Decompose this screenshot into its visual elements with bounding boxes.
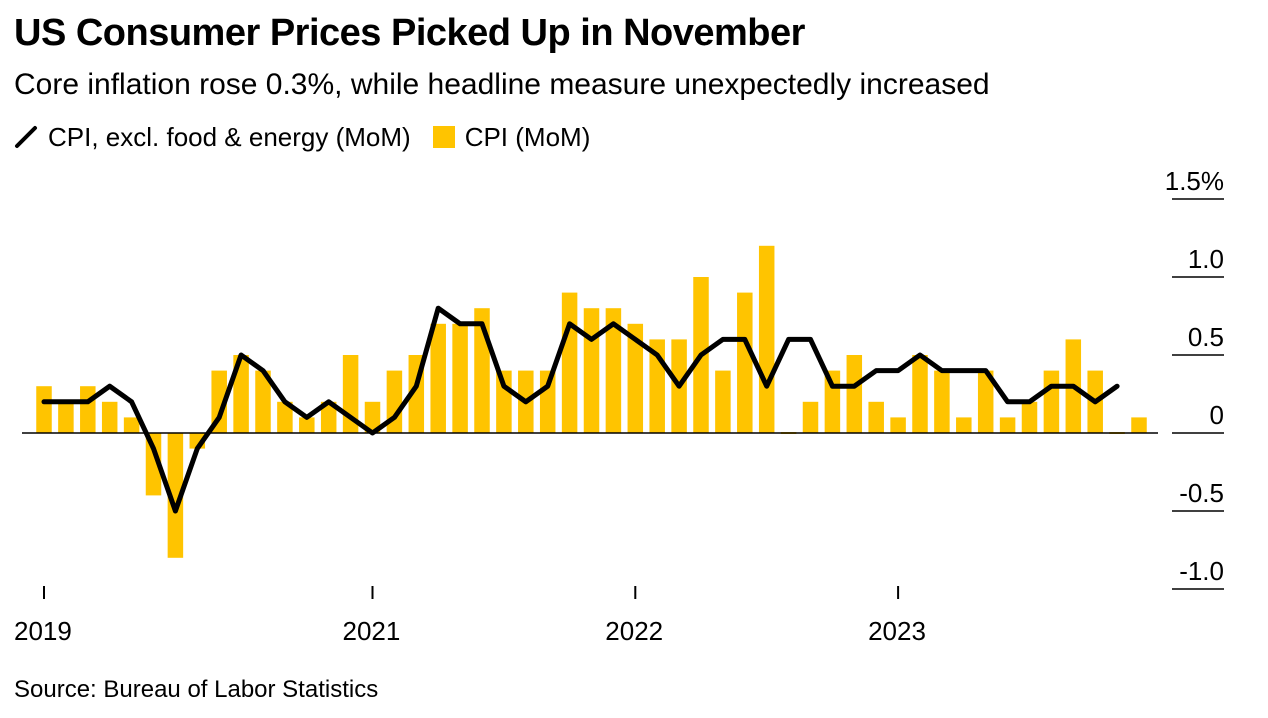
legend-item-core-cpi: CPI, excl. food & energy (MoM): [14, 122, 411, 153]
cpi-bar: [802, 401, 819, 433]
cpi-bar: [912, 355, 928, 433]
cpi-bar: [320, 401, 337, 433]
x-tick-label: 2019: [14, 616, 72, 646]
cpi-bar: [890, 417, 906, 433]
cpi-bar: [452, 323, 468, 433]
cpi-bar: [36, 386, 52, 433]
legend: CPI, excl. food & energy (MoM) CPI (MoM): [14, 120, 612, 154]
legend-line-swatch: [15, 126, 37, 148]
y-tick-label: -0.5: [1179, 478, 1224, 508]
cpi-bar: [101, 401, 118, 433]
cpi-bar: [1043, 370, 1060, 433]
cpi-bar: [977, 370, 994, 433]
cpi-bar: [277, 401, 293, 433]
cpi-bar: [627, 323, 644, 433]
y-tick-label: 0: [1210, 400, 1224, 430]
cpi-bar: [233, 355, 249, 433]
cpi-bar: [583, 308, 600, 433]
cpi-bar: [605, 308, 622, 433]
cpi-bar: [934, 370, 950, 433]
cpi-bar: [561, 292, 578, 433]
legend-label-core-cpi: CPI, excl. food & energy (MoM): [48, 121, 411, 152]
x-tick-label: 2022: [605, 616, 663, 646]
cpi-bar: [999, 417, 1016, 433]
cpi-bar: [846, 355, 863, 433]
cpi-bars: [36, 245, 1147, 558]
legend-label-cpi: CPI (MoM): [464, 121, 591, 152]
chart-subtitle: Core inflation rose 0.3%, while headline…: [14, 68, 990, 101]
y-tick-label: -1.0: [1179, 556, 1224, 586]
chart-title: US Consumer Prices Picked Up in November: [14, 12, 805, 54]
cpi-bar: [868, 401, 884, 433]
legend-bar-swatch: [432, 126, 455, 148]
cpi-bar: [430, 323, 446, 433]
cpi-bar: [1131, 417, 1147, 433]
y-tick-label: 1.5%: [1165, 166, 1224, 196]
core-cpi-line: [41, 305, 1120, 514]
cpi-bar: [80, 386, 96, 433]
cpi-bar: [123, 417, 140, 433]
x-tick-label: 2023: [868, 616, 926, 646]
y-tick-label: 1.0: [1188, 244, 1224, 274]
x-axis: 2019 2021 2022 2023: [14, 586, 926, 646]
cpi-bar: [758, 245, 775, 433]
cpi-bar: [364, 401, 381, 433]
cpi-bar: [145, 433, 162, 496]
x-tick-label: 2021: [343, 616, 401, 646]
cpi-bar: [715, 370, 731, 433]
source-note: Source: Bureau of Labor Statistics: [14, 676, 379, 703]
cpi-bar: [1021, 401, 1038, 433]
cpi-bar: [737, 292, 753, 433]
y-axis: 1.5% 1.0 0.5 0 -0.5 -1.0: [1165, 166, 1224, 590]
cpi-bar: [956, 417, 972, 433]
legend-item-cpi: CPI (MoM): [432, 121, 591, 153]
cpi-bar: [299, 417, 315, 433]
cpi-bar: [255, 370, 271, 433]
cpi-bar: [211, 370, 227, 433]
cpi-bar: [58, 401, 74, 433]
y-tick-label: 0.5: [1188, 322, 1224, 352]
cpi-bar: [167, 433, 184, 558]
